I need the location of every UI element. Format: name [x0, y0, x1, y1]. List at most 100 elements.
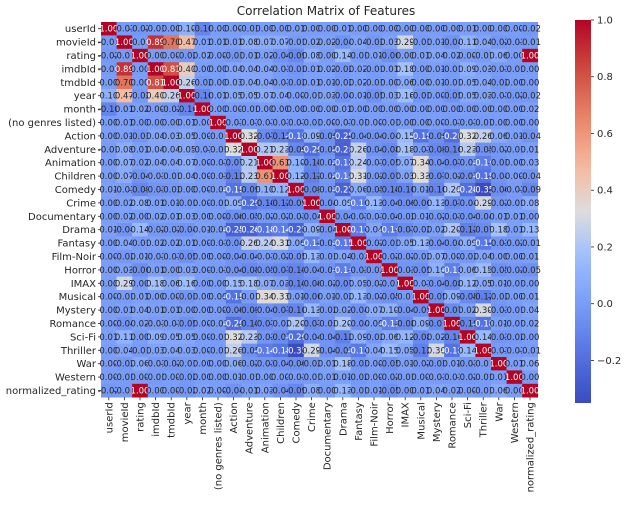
heatmap-cell — [319, 102, 336, 117]
heatmap-cell — [381, 156, 398, 170]
heatmap-cell — [366, 330, 383, 344]
cell-value-label: 0.01 — [411, 186, 430, 196]
cell-value-label: 0.32 — [224, 145, 243, 155]
heatmap-cell — [272, 89, 289, 103]
cell-value-label: 0.04 — [146, 159, 165, 169]
heatmap-cell — [522, 249, 539, 264]
cell-value-label: 1.00 — [255, 159, 274, 169]
cell-value-label: 0.06 — [489, 387, 508, 397]
heatmap-cell — [366, 263, 383, 277]
cell-value-label: 0.00 — [162, 52, 181, 62]
cell-value-label: 0.08 — [521, 199, 540, 209]
heatmap-cell — [179, 290, 195, 304]
cell-value-label: -0.05 — [379, 387, 401, 397]
cell-value-label: -0.03 — [223, 52, 245, 62]
x-tick-label: Adventure — [245, 402, 256, 454]
cell-value-label: -0.01 — [129, 346, 151, 356]
heatmap-cell — [413, 142, 429, 157]
cell-value-label: 0.08 — [240, 38, 259, 48]
cell-value-label: 0.13 — [411, 239, 430, 249]
cell-value-label: -0.03 — [285, 65, 307, 75]
cell-value-label: 0.12 — [396, 333, 415, 343]
cell-value-label: -0.01 — [207, 145, 229, 155]
cell-value-label: -0.03 — [254, 360, 276, 370]
y-tick-label: Film-Noir — [52, 252, 97, 263]
heatmap-cell — [475, 196, 492, 210]
cell-value-label: 0.00 — [427, 25, 446, 35]
heatmap-cell — [225, 370, 242, 385]
cell-value-label: -0.04 — [379, 132, 401, 142]
heatmap-cell — [397, 102, 414, 117]
heatmap-cell — [303, 330, 320, 344]
cell-value-label: 0.31 — [349, 172, 368, 182]
heatmap-cell — [303, 156, 320, 170]
heatmap-cell — [288, 62, 305, 76]
heatmap-cell — [335, 156, 351, 170]
heatmap-cell — [257, 290, 273, 304]
cell-value-label: -0.07 — [441, 306, 463, 316]
heatmap-cell — [413, 357, 429, 371]
heatmap-cell — [335, 169, 351, 184]
heatmap-cell — [491, 182, 507, 197]
heatmap-cell — [179, 383, 195, 398]
heatmap-cell — [257, 236, 273, 251]
cell-value-label: 1.00 — [396, 279, 415, 289]
colorbar-tick-label: 0.4 — [597, 186, 613, 197]
cell-value-label: -0.14 — [332, 172, 354, 182]
heatmap-cell — [319, 370, 336, 385]
cell-value-label: 0.02 — [318, 65, 337, 75]
cell-value-label: 0.02 — [193, 52, 212, 62]
cell-value-label: -0.10 — [191, 25, 213, 35]
heatmap-cell — [491, 62, 507, 76]
heatmap-cell — [522, 169, 539, 184]
heatmap-cell — [288, 102, 305, 117]
heatmap-cell — [272, 263, 289, 277]
heatmap-cell — [397, 196, 414, 210]
heatmap-cell — [522, 383, 539, 398]
cell-value-label: 1.00 — [131, 52, 150, 62]
heatmap-cell — [428, 115, 445, 130]
cell-value-label: 0.00 — [396, 387, 415, 397]
cell-value-label: 0.26 — [224, 346, 243, 356]
cell-value-label: -0.06 — [379, 52, 401, 62]
heatmap-cell — [179, 303, 195, 318]
heatmap-cell — [381, 115, 398, 130]
cell-value-label: 0.00 — [209, 52, 228, 62]
heatmap-cell — [319, 357, 336, 371]
cell-value-label: 0.13 — [365, 199, 384, 209]
cell-value-label: -0.04 — [223, 239, 245, 249]
cell-value-label: 0.00 — [131, 119, 150, 129]
cell-value-label: -0.04 — [223, 253, 245, 263]
cell-value-label: -0.01 — [457, 119, 479, 129]
cell-value-label: 0.00 — [193, 199, 212, 209]
cell-value-label: 0.00 — [521, 78, 540, 88]
heatmap-cell — [194, 223, 211, 237]
cell-value-label: -0.02 — [285, 78, 307, 88]
cell-value-label: -0.07 — [301, 320, 323, 330]
heatmap-cell — [194, 290, 211, 304]
heatmap-cell — [366, 276, 383, 291]
cell-value-label: -0.02 — [332, 293, 354, 303]
cell-value-label: 1.00 — [162, 78, 181, 88]
heatmap-cell — [116, 383, 133, 398]
heatmap-cell — [288, 182, 305, 197]
heatmap-cell — [444, 370, 461, 385]
heatmap-cell — [147, 75, 164, 90]
heatmap-cell — [397, 62, 414, 76]
heatmap-cell — [459, 316, 476, 331]
heatmap-cell — [210, 196, 227, 210]
cell-value-label: 1.00 — [177, 92, 196, 102]
heatmap-cell — [241, 115, 258, 130]
cell-value-label: 0.01 — [318, 360, 337, 370]
cell-value-label: -0.05 — [379, 159, 401, 169]
heatmap-cell — [381, 343, 398, 358]
heatmap-cell — [475, 290, 492, 304]
cell-value-label: -0.12 — [410, 346, 432, 356]
heatmap-cell — [350, 129, 367, 143]
heatmap-cell — [475, 263, 492, 277]
heatmap-cell — [491, 35, 507, 50]
cell-value-label: -0.02 — [363, 266, 385, 276]
heatmap-cell — [225, 303, 242, 318]
heatmap-cell — [381, 102, 398, 117]
heatmap-cell — [194, 357, 211, 371]
